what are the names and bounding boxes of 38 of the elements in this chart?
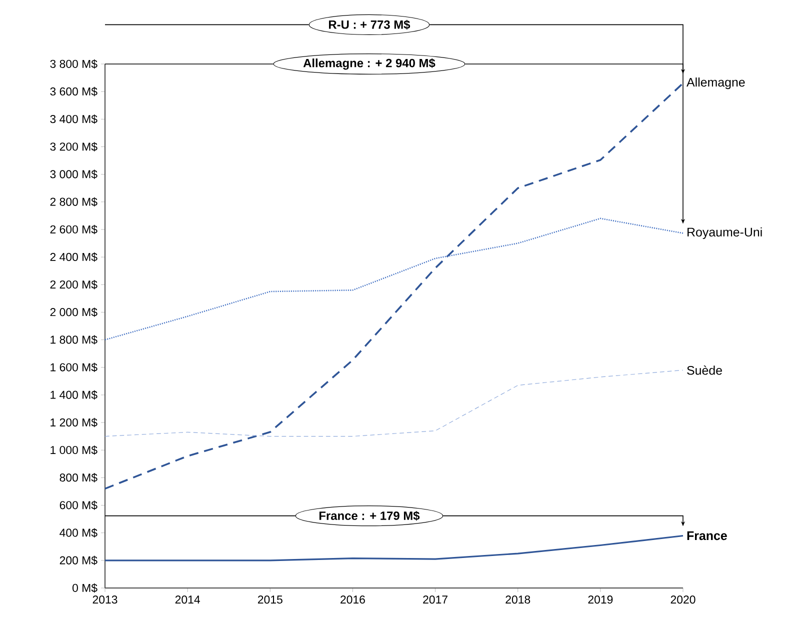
line-series xyxy=(104,218,684,340)
y-tick-label: 2 800 M$ xyxy=(50,197,98,207)
series-label: Royaume-Uni xyxy=(688,227,762,239)
y-tick-label: 3 600 M$ xyxy=(50,86,98,96)
y-tick-label: 1 400 M$ xyxy=(50,390,98,400)
y-tick-label: 0 M$ xyxy=(72,583,98,593)
y-tick-label: 3 800 M$ xyxy=(50,59,98,69)
y-tick-label: 1 000 M$ xyxy=(50,445,98,455)
x-tick-label: 2018 xyxy=(506,596,530,604)
y-tick-label: 2 000 M$ xyxy=(50,308,98,317)
x-tick-label: 2014 xyxy=(175,596,200,604)
line-series xyxy=(104,82,684,490)
x-tick-label: 2020 xyxy=(670,596,696,604)
y-tick-label: 2 200 M$ xyxy=(50,280,98,290)
text: R-U : + 773 M$ xyxy=(329,20,410,30)
annotation: France : + 179 M$ xyxy=(319,510,420,521)
y-tick-label: 3 000 M$ xyxy=(50,170,98,179)
series-label: France xyxy=(687,531,727,540)
y-tick-label: 2 600 M$ xyxy=(50,224,98,234)
x-tick-label: 2013 xyxy=(92,596,118,604)
y-tick-label: 1 600 M$ xyxy=(50,362,98,372)
x-tick-label: 2017 xyxy=(423,596,448,604)
y-tick-label: 1 200 M$ xyxy=(50,418,98,428)
series-label: Allemagne xyxy=(686,77,745,90)
y-tick-label: 600 M$ xyxy=(60,500,98,510)
y-tick-label: 3 400 M$ xyxy=(50,114,98,124)
y-tick-label: 800 M$ xyxy=(60,473,98,482)
y-tick-label: 200 M$ xyxy=(60,556,98,566)
y-tick-label: 400 M$ xyxy=(60,528,98,538)
x-tick-label: 2019 xyxy=(588,596,613,604)
annotation: Allemagne : + 2 940 M$ xyxy=(303,58,436,70)
y-tick-label: 2 400 M$ xyxy=(50,252,98,262)
y-tick-label: 1 800 M$ xyxy=(50,335,98,344)
series-label: Suède xyxy=(687,365,722,375)
y-tick-label: 3 200 M$ xyxy=(50,142,98,152)
x-tick-label: 2015 xyxy=(258,596,282,604)
x-tick-label: 2016 xyxy=(340,596,365,604)
line-series xyxy=(104,370,684,437)
